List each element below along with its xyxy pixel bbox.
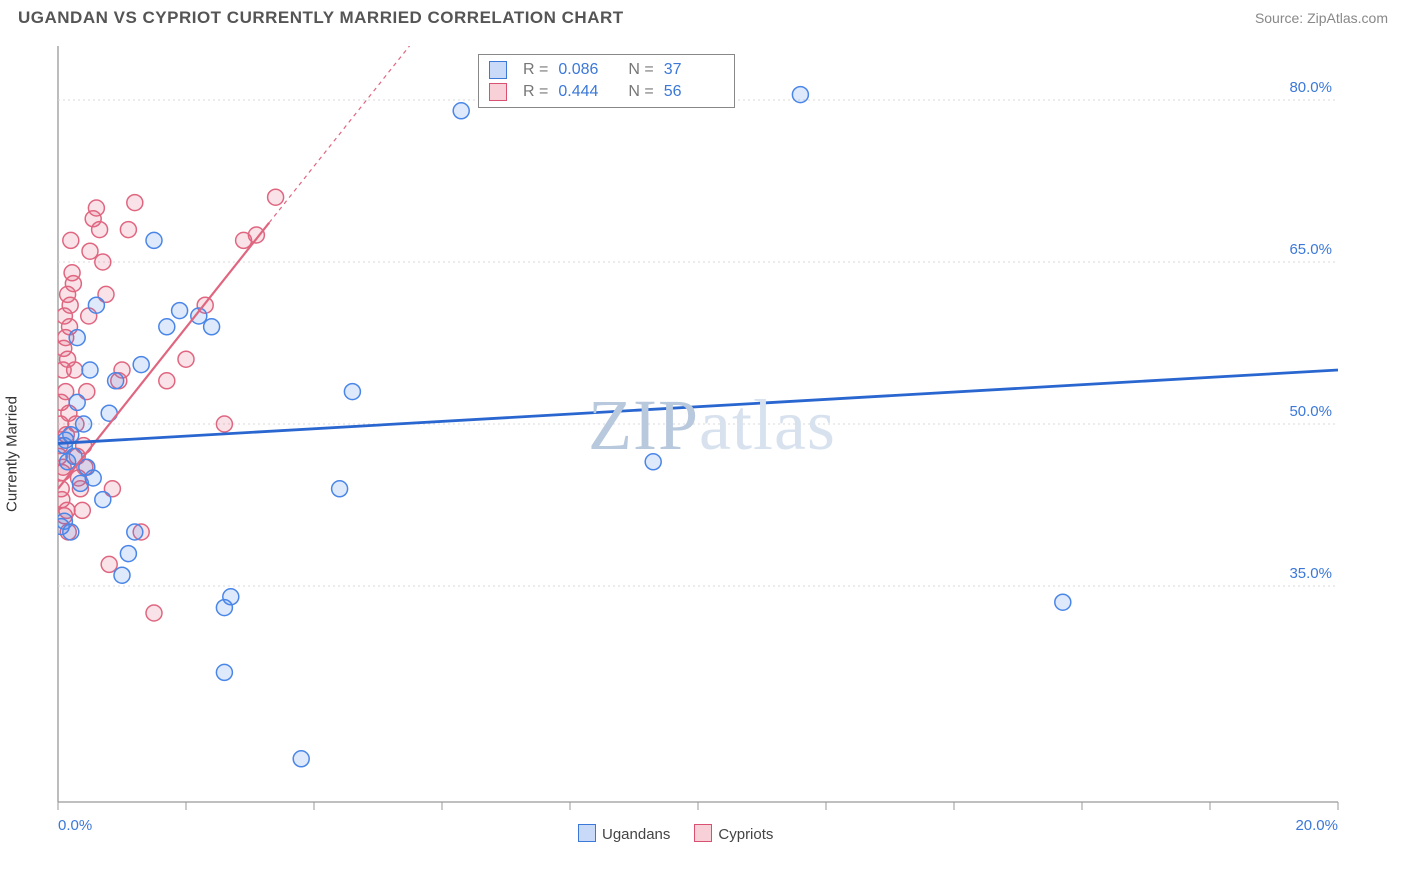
cypriots-trend-solid — [58, 223, 269, 489]
ugandans-point — [82, 362, 98, 378]
y-axis-label: Currently Married — [4, 396, 21, 512]
cypriots-point — [101, 556, 117, 572]
ugandans-point — [223, 589, 239, 605]
cypriots-point — [216, 416, 232, 432]
ugandans-point — [69, 330, 85, 346]
ugandans-point — [332, 481, 348, 497]
scatter-chart: 35.0% 50.0% 65.0% 80.0% 0.0% 20.0% — [18, 34, 1358, 874]
cypriots-n-value: 56 — [664, 83, 724, 101]
cypriots-point — [82, 243, 98, 259]
y-tick-label: 35.0% — [1289, 565, 1332, 582]
cypriots-point — [178, 351, 194, 367]
ugandans-point — [127, 524, 143, 540]
cypriots-point — [62, 297, 78, 313]
series-legend: Ugandans Cypriots — [578, 824, 773, 843]
ugandans-point — [85, 470, 101, 486]
r-label: R = — [523, 61, 548, 79]
chart-title: UGANDAN VS CYPRIOT CURRENTLY MARRIED COR… — [18, 8, 624, 28]
ugandans-point — [63, 524, 79, 540]
ugandans-point — [293, 751, 309, 767]
corr-row-ugandans: R = 0.086 N = 37 — [489, 59, 724, 81]
ugandans-point — [88, 297, 104, 313]
n-label: N = — [628, 83, 653, 101]
ugandans-point — [146, 232, 162, 248]
cypriots-point — [248, 227, 264, 243]
ugandans-point — [63, 427, 79, 443]
y-tick-label: 50.0% — [1289, 403, 1332, 420]
ugandans-point — [114, 567, 130, 583]
ugandans-point — [120, 546, 136, 562]
x-tick-label: 0.0% — [58, 817, 92, 834]
source-label: Source: — [1255, 10, 1307, 26]
x-tick-label: 20.0% — [1295, 817, 1338, 834]
cypriots-point — [95, 254, 111, 270]
cypriots-point — [67, 362, 83, 378]
cypriots-point — [120, 222, 136, 238]
legend-item-cypriots: Cypriots — [694, 824, 773, 843]
ugandans-point — [159, 319, 175, 335]
ugandans-point — [792, 87, 808, 103]
ugandans-point — [344, 384, 360, 400]
ugandans-legend-swatch — [578, 824, 596, 842]
ugandans-point — [133, 357, 149, 373]
ugandans-trend — [58, 370, 1338, 443]
legend-item-ugandans: Ugandans — [578, 824, 670, 843]
ugandans-point — [69, 394, 85, 410]
ugandans-n-value: 37 — [664, 61, 724, 79]
chart-container: Currently Married 35.0%50.0%65.0%80.0%0.… — [18, 34, 1388, 874]
n-label: N = — [628, 61, 653, 79]
correlation-legend: R = 0.086 N = 37 R = 0.444 N = 56 — [478, 54, 735, 108]
cypriots-point — [127, 195, 143, 211]
ugandans-point — [76, 416, 92, 432]
ugandans-point — [453, 103, 469, 119]
cypriots-point — [92, 222, 108, 238]
cypriots-point — [65, 276, 81, 292]
cypriots-point — [268, 189, 284, 205]
cypriots-r-value: 0.444 — [558, 83, 618, 101]
ugandans-point — [216, 664, 232, 680]
r-label: R = — [523, 83, 548, 101]
chart-source: Source: ZipAtlas.com — [1255, 10, 1388, 26]
cypriots-point — [146, 605, 162, 621]
cypriots-legend-swatch — [694, 824, 712, 842]
ugandans-swatch — [489, 61, 507, 79]
source-name: ZipAtlas.com — [1307, 10, 1388, 26]
y-tick-label: 80.0% — [1289, 79, 1332, 96]
ugandans-point — [108, 373, 124, 389]
ugandans-point — [95, 492, 111, 508]
ugandans-r-value: 0.086 — [558, 61, 618, 79]
cypriots-point — [74, 502, 90, 518]
corr-row-cypriots: R = 0.444 N = 56 — [489, 81, 724, 103]
cypriots-point — [159, 373, 175, 389]
cypriots-point — [88, 200, 104, 216]
cypriots-legend-label: Cypriots — [718, 826, 773, 843]
ugandans-point — [645, 454, 661, 470]
cypriots-point — [63, 232, 79, 248]
y-tick-label: 65.0% — [1289, 241, 1332, 258]
ugandans-point — [172, 303, 188, 319]
ugandans-point — [1055, 594, 1071, 610]
cypriots-swatch — [489, 83, 507, 101]
ugandans-point — [204, 319, 220, 335]
ugandans-legend-label: Ugandans — [602, 826, 670, 843]
